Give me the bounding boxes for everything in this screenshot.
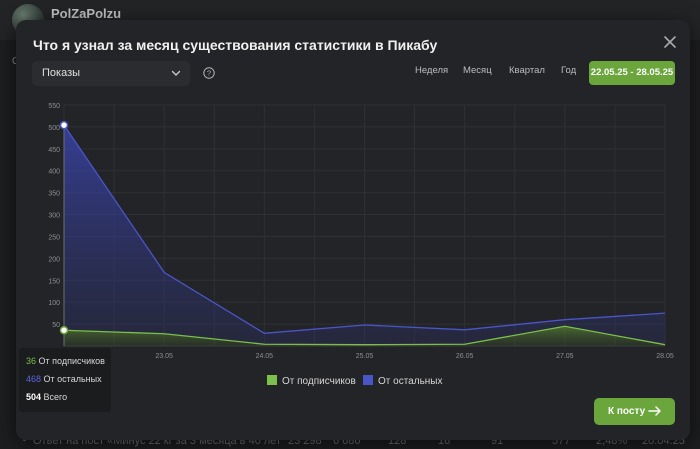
modal-title: Что я узнал за месяц существования стати… — [33, 37, 438, 53]
tooltip-row-others: 468 От остальных — [26, 374, 102, 384]
username[interactable]: PolZaPolzu — [51, 6, 122, 21]
chevron-down-icon — [171, 70, 181, 76]
metric-select[interactable]: Показы — [32, 61, 190, 86]
y-tick-label: 250 — [48, 234, 60, 241]
y-tick-label: 450 — [48, 147, 60, 154]
y-tick-label: 200 — [48, 256, 60, 263]
tooltip-row-subscribers: 36 От подписчиков — [26, 356, 105, 366]
views-chart: 5010015020025030035040045050055022.0523.… — [48, 103, 674, 360]
legend-label: От подписчиков — [282, 376, 356, 387]
tooltip-row-total: 504 Всего — [26, 392, 67, 402]
tooltip-others-value: 468 — [26, 374, 42, 384]
y-tick-label: 350 — [48, 191, 60, 198]
chart-tooltip: 36 От подписчиков 468 От остальных 504 В… — [19, 348, 111, 412]
data-point-subscribers — [59, 325, 69, 335]
tab-month[interactable]: Месяц — [463, 65, 492, 76]
close-icon[interactable] — [660, 32, 680, 52]
tab-quarter[interactable]: Квартал — [509, 65, 545, 76]
y-tick-label: 150 — [48, 278, 60, 285]
legend-swatch-subscribers — [267, 375, 277, 385]
legend-label: От остальных — [378, 376, 443, 387]
series-area-others — [64, 125, 665, 345]
y-tick-label: 300 — [48, 213, 60, 220]
arrow-right-icon — [648, 406, 661, 416]
y-tick-label: 50 — [52, 322, 60, 329]
tab-year[interactable]: Год — [561, 65, 577, 76]
legend-swatch-others — [363, 375, 373, 385]
x-tick-label: 27.05 — [556, 353, 574, 360]
legend-item-others[interactable]: От остальных — [363, 375, 442, 387]
statistics-modal: Что я узнал за месяц существования стати… — [16, 20, 690, 440]
x-tick-label: 26.05 — [456, 353, 474, 360]
metric-select-value: Показы — [42, 67, 81, 79]
tooltip-total-label: Всего — [43, 392, 68, 402]
y-tick-label: 550 — [48, 103, 60, 110]
legend-item-subscribers[interactable]: От подписчиков — [267, 375, 356, 387]
x-tick-label: 24.05 — [256, 353, 274, 360]
y-tick-label: 100 — [48, 300, 60, 307]
y-tick-label: 500 — [48, 125, 60, 132]
tooltip-total-value: 504 — [26, 392, 42, 402]
x-tick-label: 25.05 — [356, 353, 374, 360]
background-text: О — [12, 56, 20, 67]
x-tick-label: 23.05 — [155, 353, 173, 360]
y-tick-label: 400 — [48, 169, 60, 176]
tab-week[interactable]: Неделя — [415, 65, 449, 76]
x-tick-label: 28.05 — [656, 353, 674, 360]
go-to-post-button[interactable]: К посту — [594, 398, 675, 425]
tooltip-others-label: От остальных — [43, 374, 102, 384]
series-line-subscribers — [63, 325, 666, 346]
help-icon[interactable]: ? — [203, 67, 215, 79]
date-range-button[interactable]: 22.05.25 - 28.05.25 — [589, 61, 675, 85]
data-point-others — [59, 120, 69, 130]
series-area-subscribers — [64, 326, 665, 346]
post-icon: ◔ — [20, 435, 27, 447]
tooltip-subs-value: 36 — [26, 356, 37, 366]
tooltip-subs-label: От подписчиков — [38, 356, 105, 366]
svg-text:?: ? — [207, 69, 211, 78]
series-line-others — [63, 124, 666, 334]
go-to-post-label: К посту — [608, 406, 646, 417]
